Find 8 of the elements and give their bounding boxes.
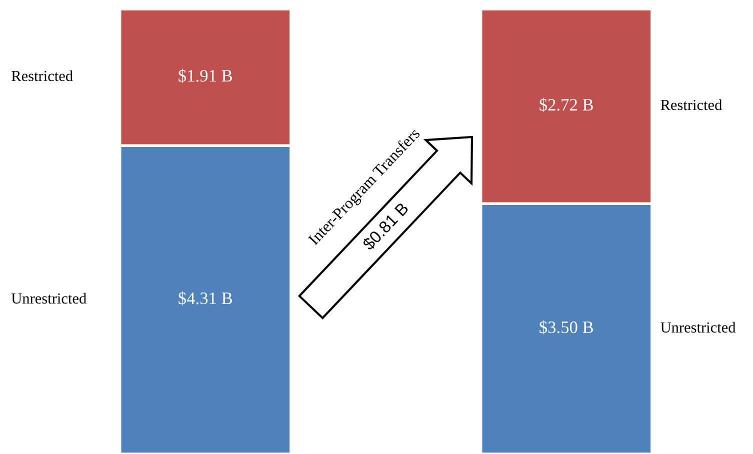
data-label: $2.72 B xyxy=(540,98,594,112)
data-label: $1.91 B xyxy=(178,68,232,83)
series-label: Restricted xyxy=(660,99,722,110)
text: Unrestricted xyxy=(11,292,86,304)
data-label: $3.50 B xyxy=(540,320,594,334)
text: Restricted xyxy=(12,70,73,82)
series-label: Unrestricted xyxy=(660,322,736,333)
data-label: $4.31 B xyxy=(178,291,232,306)
